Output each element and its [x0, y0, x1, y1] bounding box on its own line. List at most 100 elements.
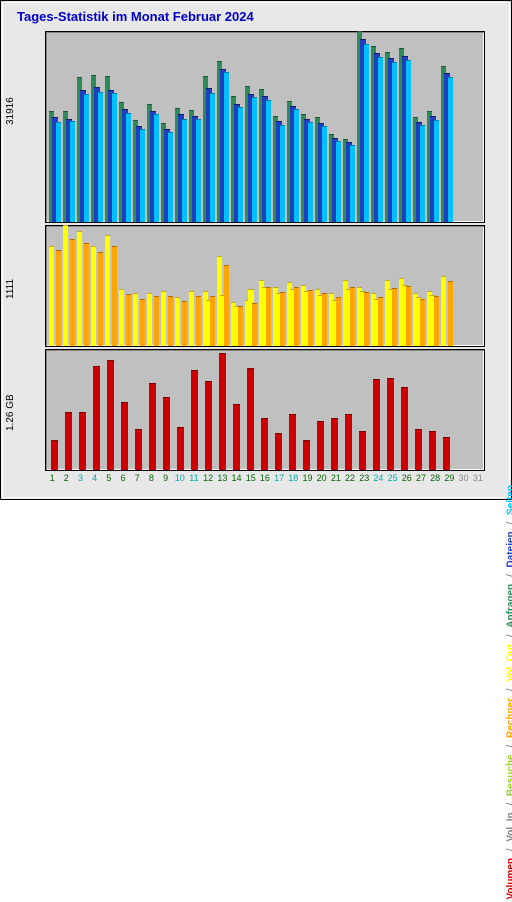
bar-rechner	[294, 287, 300, 346]
day-column	[216, 32, 230, 222]
day-column	[174, 350, 188, 470]
bar-volumen	[219, 353, 227, 470]
day-column	[118, 350, 132, 470]
day-column	[370, 32, 384, 222]
day-column	[146, 350, 160, 470]
bar-besuche	[63, 225, 69, 346]
bar-besuche	[119, 289, 125, 346]
xaxis-day: 14	[229, 473, 243, 487]
bar-rechner	[392, 288, 398, 346]
xaxis-ticks: 1234567891011121314151617181920212223242…	[45, 473, 485, 487]
bar-rechner	[210, 296, 216, 346]
day-column	[258, 350, 272, 470]
bar-rechner	[448, 281, 454, 346]
bar-seiten	[210, 93, 216, 222]
bar-volumen	[289, 414, 297, 470]
day-column	[272, 350, 286, 470]
bar-volumen	[261, 418, 269, 470]
day-column	[272, 226, 286, 346]
day-column	[76, 226, 90, 346]
xaxis-day: 17	[272, 473, 286, 487]
bar-rechner	[70, 239, 76, 346]
day-column	[426, 32, 440, 222]
day-column	[328, 32, 342, 222]
day-column	[384, 350, 398, 470]
xaxis-day: 5	[102, 473, 116, 487]
bar-volumen	[93, 366, 101, 470]
day-column	[468, 32, 482, 222]
yaxis-top: 31916	[5, 97, 16, 125]
day-column	[230, 32, 244, 222]
bar-rechner	[252, 303, 258, 346]
bar-rechner	[280, 292, 286, 346]
day-column	[300, 226, 314, 346]
bar-volumen	[275, 433, 283, 470]
bar-rechner	[224, 265, 230, 346]
day-column	[328, 226, 342, 346]
xaxis-day: 19	[300, 473, 314, 487]
day-column	[258, 32, 272, 222]
bar-rechner	[182, 301, 188, 346]
bar-volumen	[163, 397, 171, 470]
day-column	[104, 226, 118, 346]
day-column	[454, 350, 468, 470]
day-column	[104, 350, 118, 470]
bar-rechner	[126, 294, 132, 346]
day-column	[62, 226, 76, 346]
xaxis-day: 27	[414, 473, 428, 487]
bar-rechner	[336, 297, 342, 346]
xaxis-day: 9	[159, 473, 173, 487]
day-column	[160, 350, 174, 470]
bar-seiten	[336, 141, 342, 222]
day-column	[286, 32, 300, 222]
day-column	[412, 350, 426, 470]
bar-volumen	[303, 440, 311, 470]
bar-seiten	[182, 119, 188, 222]
day-column	[244, 32, 258, 222]
bar-volumen	[429, 431, 437, 470]
day-column	[188, 350, 202, 470]
bar-seiten	[196, 119, 202, 222]
day-column	[468, 226, 482, 346]
day-column	[146, 226, 160, 346]
day-column	[76, 350, 90, 470]
xaxis-day: 13	[215, 473, 229, 487]
bar-seiten	[140, 129, 146, 222]
bar-seiten	[322, 126, 328, 222]
bar-volumen	[205, 381, 213, 470]
bar-seiten	[154, 114, 160, 222]
day-column	[314, 350, 328, 470]
day-column	[104, 32, 118, 222]
bar-seiten	[56, 122, 62, 222]
bar-seiten	[112, 93, 118, 222]
bar-seiten	[280, 125, 286, 222]
bar-rechner	[238, 306, 244, 346]
bar-rechner	[434, 296, 440, 346]
bar-rechner	[196, 296, 202, 346]
bar-volumen	[359, 431, 367, 470]
day-column	[314, 32, 328, 222]
day-column	[174, 226, 188, 346]
bar-seiten	[238, 107, 244, 222]
xaxis-day: 4	[88, 473, 102, 487]
bar-volumen	[401, 387, 409, 470]
day-column	[160, 32, 174, 222]
bar-volumen	[443, 437, 451, 470]
xaxis-day: 6	[116, 473, 130, 487]
day-column	[426, 226, 440, 346]
day-column	[370, 350, 384, 470]
bar-rechner	[140, 299, 146, 346]
day-column	[356, 226, 370, 346]
panel-top	[45, 31, 485, 223]
bar-besuche	[49, 246, 55, 346]
xaxis-day: 18	[286, 473, 300, 487]
bar-seiten	[224, 72, 230, 222]
bar-rechner	[98, 252, 104, 346]
day-column	[440, 32, 454, 222]
day-column	[286, 226, 300, 346]
bar-volumen	[191, 370, 199, 470]
day-column	[384, 32, 398, 222]
chart-frame: Tages-Statistik im Monat Februar 2024 31…	[0, 0, 512, 500]
day-column	[216, 226, 230, 346]
bar-seiten	[252, 97, 258, 222]
